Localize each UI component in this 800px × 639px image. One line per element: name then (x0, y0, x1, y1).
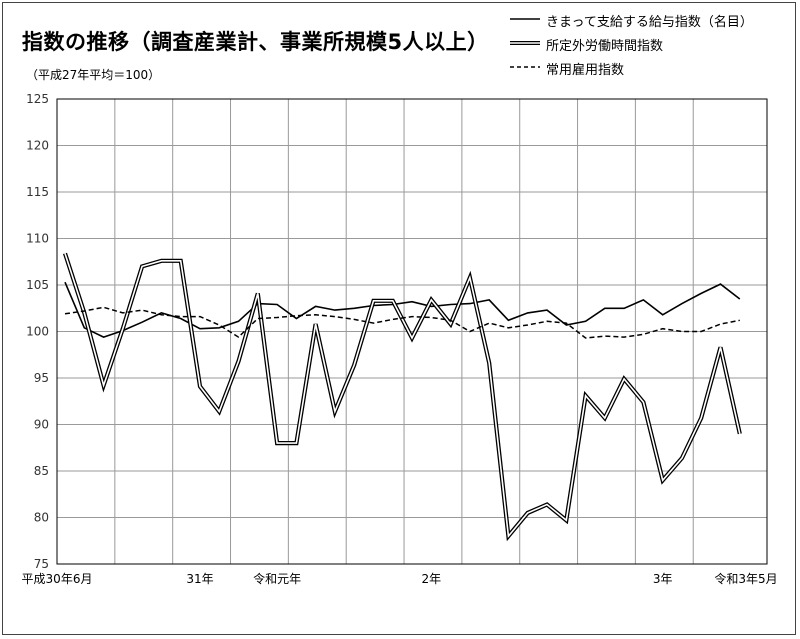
legend-swatch-double-line (510, 41, 540, 45)
x-tick-label: 31年 (186, 572, 213, 586)
chart-subtitle: （平成27年平均＝100） (26, 68, 161, 82)
legend-swatch-dashed-line (510, 66, 540, 68)
y-tick-label: 85 (34, 464, 49, 478)
series-line-solid (64, 281, 741, 338)
legend-item-employment-index: 常用雇用指数 (508, 56, 798, 80)
y-tick-label: 90 (34, 418, 49, 432)
y-tick-label: 110 (26, 232, 49, 246)
legend-item-wage-index: きまって支給する給与指数（名目） (508, 8, 798, 32)
y-tick-label: 80 (34, 511, 49, 525)
series-line-outer (63, 252, 742, 542)
vertical-gridlines (114, 99, 694, 564)
series-line-inner (64, 253, 741, 539)
series-2-line (64, 306, 740, 339)
y-tick-label: 120 (26, 139, 49, 153)
legend-swatch-solid-line (510, 18, 540, 20)
y-tick-label: 75 (34, 557, 49, 571)
x-tick-label: 2年 (421, 572, 441, 586)
series-1-line (63, 252, 742, 542)
legend-label-employment-index: 常用雇用指数 (546, 63, 625, 78)
y-tick-label: 95 (34, 371, 49, 385)
series-0-line (64, 281, 741, 338)
y-tick-label: 115 (26, 185, 49, 199)
x-tick-label: 平成30年6月 (22, 572, 93, 586)
y-tick-label: 105 (26, 278, 49, 292)
x-tick-label: 令和3年5月 (714, 571, 777, 586)
x-axis-tick-labels: 平成30年6月 31年 令和元年 2年 3年 令和3年5月 (22, 571, 778, 586)
plot-area-border (56, 98, 768, 565)
series-lines (63, 252, 742, 542)
x-tick-label: 3年 (653, 572, 673, 586)
series-line-dashed (64, 306, 740, 339)
legend-item-overtime-hours: 所定外労働時間指数 (508, 32, 798, 56)
chart-legend: きまって支給する給与指数（名目） 所定外労働時間指数 常用雇用指数 (508, 8, 798, 80)
horizontal-gridlines (57, 98, 767, 565)
y-tick-label: 100 (26, 325, 49, 339)
legend-label-wage-index: きまって支給する給与指数（名目） (546, 15, 753, 30)
y-tick-label: 125 (26, 92, 49, 106)
legend-label-overtime-hours: 所定外労働時間指数 (546, 39, 664, 54)
y-axis-tick-labels: 75 80 85 90 95 100 105 110 115 120 125 (26, 92, 49, 571)
x-tick-label: 令和元年 (253, 571, 301, 586)
chart-title: 指数の推移（調査産業計、事業所規模5人以上） (22, 30, 489, 54)
